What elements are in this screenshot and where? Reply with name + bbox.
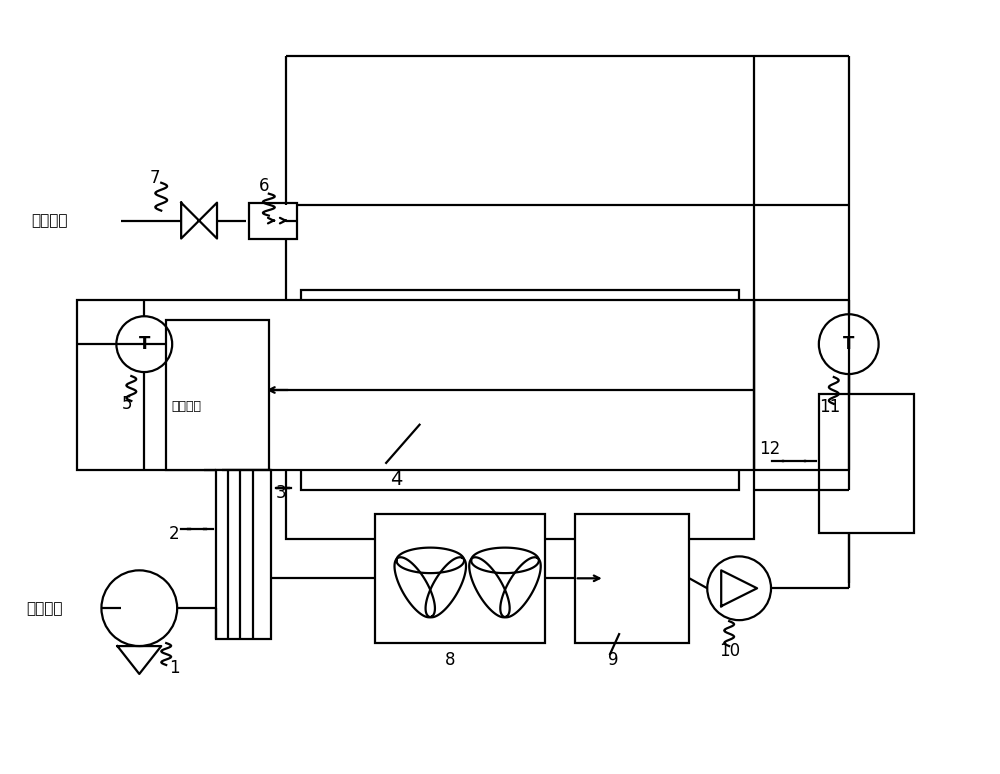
Text: 10: 10: [719, 642, 740, 660]
Text: 2: 2: [169, 526, 180, 543]
Text: 氢气入口: 氢气入口: [32, 214, 68, 228]
Bar: [286, 204, 754, 539]
Text: 5: 5: [121, 395, 132, 413]
Text: 1: 1: [169, 659, 180, 677]
Text: 4: 4: [390, 470, 403, 488]
Text: T: T: [139, 335, 150, 353]
Text: 9: 9: [608, 651, 618, 669]
Bar: [819, 394, 914, 533]
Text: 11: 11: [819, 398, 840, 416]
Bar: [249, 203, 297, 238]
Bar: [77, 300, 754, 470]
Text: 6: 6: [259, 176, 269, 195]
Text: 12: 12: [759, 440, 780, 457]
Bar: [301, 290, 739, 490]
Text: 空气入口: 空气入口: [27, 601, 63, 616]
Text: T: T: [843, 335, 854, 353]
Text: 7: 7: [149, 169, 160, 187]
Bar: [375, 513, 545, 643]
Text: 8: 8: [445, 651, 456, 669]
Bar: [575, 513, 689, 643]
Text: 3: 3: [276, 484, 286, 502]
Bar: [166, 320, 269, 470]
Text: 空气出口: 空气出口: [171, 400, 201, 413]
Bar: [216, 470, 271, 639]
